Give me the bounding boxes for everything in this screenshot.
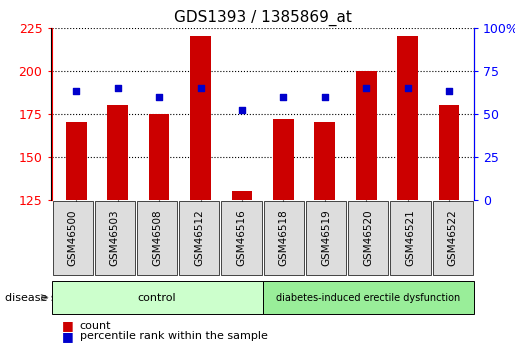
Bar (232, 191, 252, 200)
Point (445, 89, 453, 94)
Text: GSM46512: GSM46512 (194, 210, 204, 266)
Text: ■: ■ (62, 330, 74, 343)
Text: GSM46516: GSM46516 (236, 210, 247, 266)
Text: GSM46520: GSM46520 (363, 210, 373, 266)
Point (196, 85, 204, 91)
Bar (149, 114, 169, 200)
Point (238, 108, 246, 113)
Bar (397, 36, 418, 200)
Text: ■: ■ (62, 319, 74, 333)
Text: GSM46518: GSM46518 (279, 210, 289, 266)
Text: GSM46519: GSM46519 (321, 210, 331, 266)
Point (114, 85, 122, 91)
Text: GSM46521: GSM46521 (405, 210, 416, 266)
Point (362, 85, 370, 91)
Bar (273, 119, 294, 200)
Bar (314, 122, 335, 200)
Text: disease state: disease state (5, 293, 79, 303)
Bar (439, 105, 459, 200)
Bar (66, 122, 87, 200)
Point (72, 89, 80, 94)
Title: GDS1393 / 1385869_at: GDS1393 / 1385869_at (174, 10, 352, 26)
Bar (190, 36, 211, 200)
Text: count: count (80, 321, 111, 331)
Point (403, 85, 411, 91)
Point (321, 94, 329, 99)
Text: diabetes-induced erectile dysfunction: diabetes-induced erectile dysfunction (276, 293, 460, 303)
Text: control: control (138, 293, 176, 303)
Text: GSM46503: GSM46503 (110, 210, 120, 266)
Bar (356, 71, 376, 200)
Text: GSM46508: GSM46508 (152, 210, 162, 266)
Point (279, 94, 287, 99)
Bar (108, 105, 128, 200)
Text: GSM46522: GSM46522 (448, 210, 458, 266)
Point (155, 94, 163, 99)
Text: percentile rank within the sample: percentile rank within the sample (80, 332, 268, 341)
Text: GSM46500: GSM46500 (67, 210, 78, 266)
